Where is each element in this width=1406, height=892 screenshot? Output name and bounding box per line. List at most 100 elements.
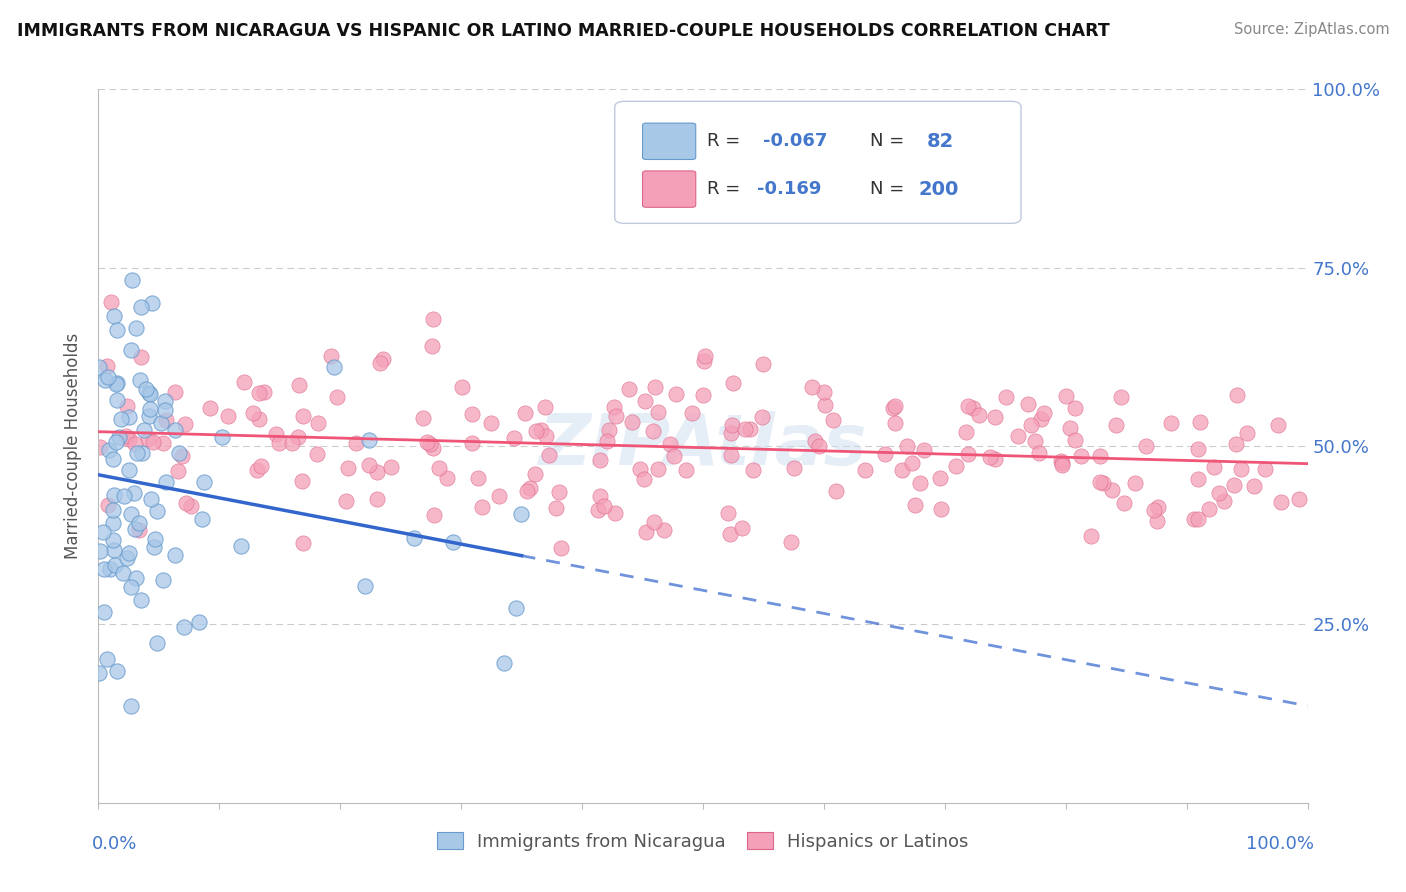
Point — [357, 433, 380, 447]
Point — [1109, 390, 1132, 404]
Point — [882, 401, 904, 415]
Point — [117, 546, 139, 560]
Point — [1024, 434, 1046, 448]
Point — [242, 406, 264, 420]
Point — [246, 463, 269, 477]
Point — [134, 424, 156, 438]
Point — [550, 541, 572, 555]
Point — [855, 463, 877, 477]
Text: 82: 82 — [927, 132, 953, 151]
Point — [1007, 429, 1029, 443]
Point — [523, 467, 546, 481]
Point — [519, 481, 541, 495]
Point — [589, 452, 612, 467]
Point — [662, 449, 685, 463]
Point — [291, 409, 314, 423]
Point — [1243, 479, 1265, 493]
Point — [141, 434, 163, 449]
Point — [957, 447, 980, 461]
Point — [595, 434, 617, 449]
Point — [782, 460, 804, 475]
Point — [721, 418, 744, 433]
Point — [93, 605, 115, 619]
Point — [1187, 512, 1209, 526]
Y-axis label: Married-couple Households: Married-couple Households — [65, 333, 83, 559]
Point — [586, 503, 609, 517]
Point — [1070, 449, 1092, 463]
Point — [131, 350, 153, 364]
FancyBboxPatch shape — [614, 102, 1021, 223]
Point — [118, 409, 141, 424]
Point — [801, 380, 824, 394]
Point — [134, 383, 156, 397]
Point — [593, 499, 616, 513]
Point — [488, 489, 510, 503]
Point — [1114, 496, 1136, 510]
Point — [125, 320, 148, 334]
Point — [231, 539, 253, 553]
Point — [1105, 417, 1128, 432]
Point — [366, 465, 388, 479]
Point — [641, 424, 664, 438]
Point — [321, 349, 343, 363]
Point — [1059, 421, 1081, 435]
Point — [422, 441, 444, 455]
Point — [120, 698, 142, 713]
Point — [103, 503, 125, 517]
Point — [1101, 483, 1123, 497]
Point — [100, 295, 122, 310]
Point — [718, 526, 741, 541]
Point — [628, 462, 651, 476]
Point — [419, 437, 441, 451]
Point — [305, 447, 328, 461]
Point — [422, 508, 444, 523]
Point — [675, 462, 697, 476]
Text: N =: N = — [870, 180, 910, 198]
Point — [643, 515, 665, 529]
Point — [813, 398, 835, 412]
Point — [146, 504, 169, 518]
Point — [155, 475, 177, 489]
Point — [131, 446, 153, 460]
Point — [824, 483, 846, 498]
FancyBboxPatch shape — [643, 171, 696, 207]
Point — [633, 472, 655, 486]
Point — [945, 458, 967, 473]
Point — [621, 415, 644, 429]
Point — [734, 422, 756, 436]
Point — [167, 465, 190, 479]
Point — [287, 377, 309, 392]
Point — [292, 535, 315, 549]
Point — [165, 423, 187, 437]
Point — [121, 343, 143, 358]
Point — [174, 496, 197, 510]
Point — [87, 359, 110, 374]
Point — [524, 424, 547, 438]
Point — [131, 300, 153, 314]
Point — [955, 425, 977, 440]
Point — [107, 393, 129, 408]
Point — [1123, 475, 1146, 490]
Point — [1146, 514, 1168, 528]
Point — [738, 421, 761, 435]
Point — [908, 476, 931, 491]
Point — [1050, 456, 1073, 470]
Point — [605, 409, 627, 423]
Point — [1160, 417, 1182, 431]
Point — [107, 430, 129, 444]
Point — [128, 372, 150, 386]
Point — [695, 349, 717, 363]
Point — [96, 359, 118, 373]
Point — [287, 430, 309, 444]
Point — [420, 339, 443, 353]
Point — [98, 562, 121, 576]
Point — [692, 388, 714, 402]
Point — [139, 387, 162, 401]
Point — [598, 424, 620, 438]
Point — [1226, 388, 1249, 402]
Point — [544, 500, 567, 515]
Point — [129, 593, 152, 607]
Point — [515, 406, 537, 420]
Point — [1208, 486, 1230, 500]
Text: 100.0%: 100.0% — [1246, 835, 1313, 853]
